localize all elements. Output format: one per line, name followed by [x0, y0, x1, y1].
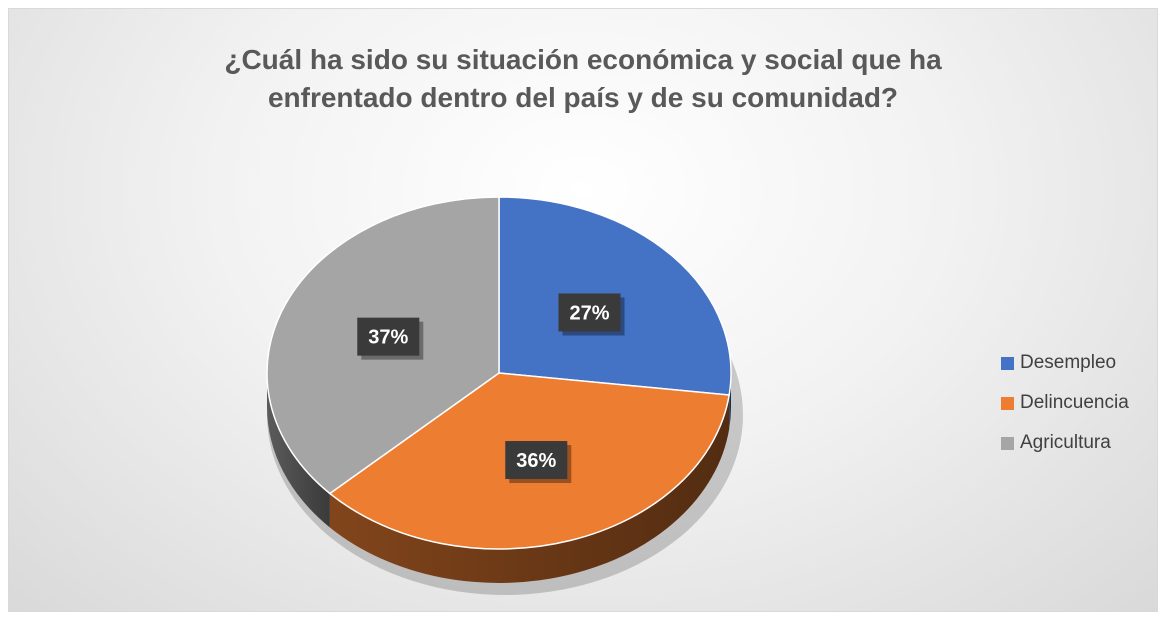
legend-swatch-desempleo: [1001, 356, 1014, 370]
legend-swatch-delincuencia: [1001, 396, 1014, 410]
legend-item-delincuencia: Delincuencia: [1001, 383, 1129, 423]
pie-side-delincuencia: [329, 395, 730, 583]
chart-title: ¿Cuál ha sido su situación económica y s…: [9, 41, 1157, 117]
legend-item-agricultura: Agricultura: [1001, 423, 1129, 463]
legend: Desempleo Delincuencia Agricultura: [1001, 343, 1129, 463]
legend-item-desempleo: Desempleo: [1001, 343, 1129, 383]
data-label-text-agricultura: 37%: [368, 327, 408, 349]
pie-side-agricultura: [267, 373, 330, 528]
data-label-agricultura: 37%: [357, 317, 424, 360]
legend-label-agricultura: Agricultura: [1020, 432, 1111, 453]
chart-title-line-2: enfrentado dentro del país y de su comun…: [267, 82, 899, 113]
data-label-desempleo: 27%: [558, 293, 625, 336]
legend-swatch-agricultura: [1001, 436, 1014, 450]
legend-label-delincuencia: Delincuencia: [1020, 392, 1129, 413]
legend-label-desempleo: Desempleo: [1020, 352, 1117, 373]
chart-title-line-1: ¿Cuál ha sido su situación económica y s…: [224, 44, 942, 75]
data-label-delincuencia: 36%: [505, 441, 572, 484]
chart-area: ¿Cuál ha sido su situación económica y s…: [8, 8, 1158, 612]
data-label-text-desempleo: 27%: [569, 302, 609, 324]
pie-chart: 27% 36% 37%: [266, 196, 743, 595]
data-label-text-delincuencia: 36%: [516, 450, 556, 472]
